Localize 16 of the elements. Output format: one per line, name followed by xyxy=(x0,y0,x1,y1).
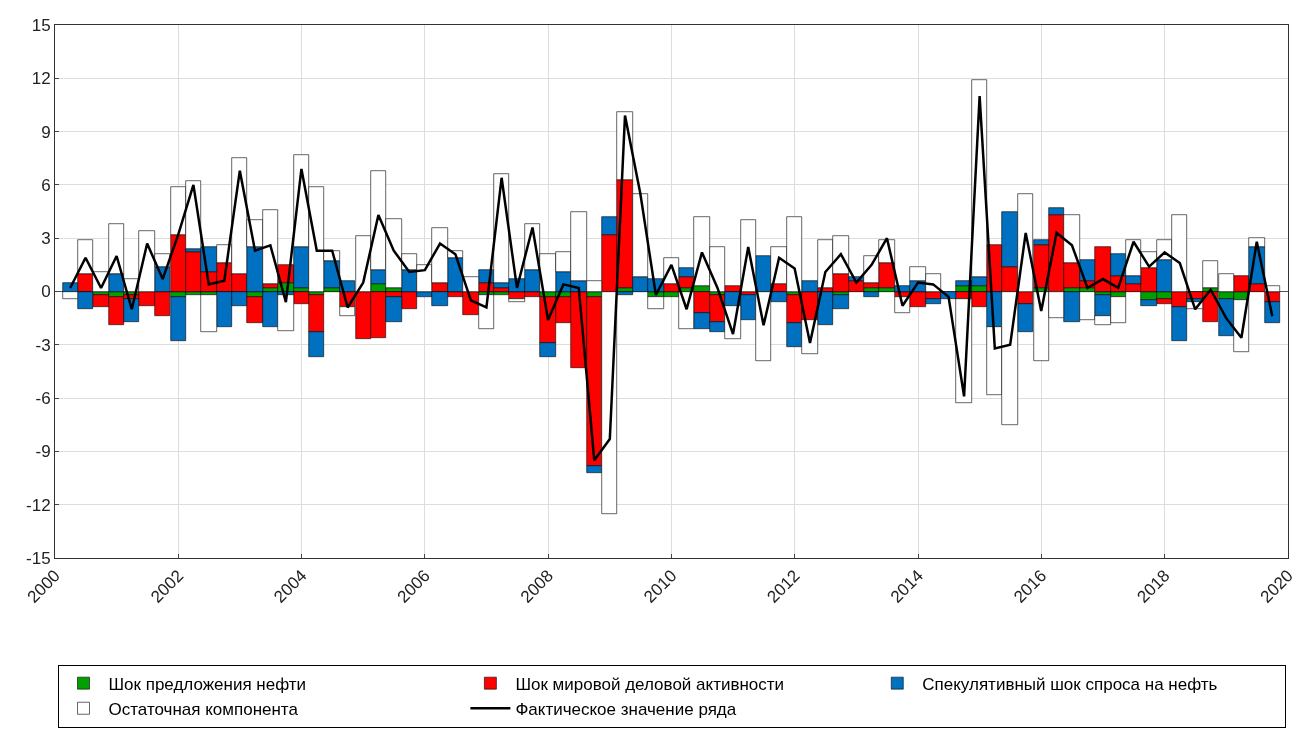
legend-label: Спекулятивный шок спроса на нефть xyxy=(922,674,1218,694)
y-tick-label: -15 xyxy=(26,548,51,568)
legend-label: Шок предложения нефти xyxy=(108,674,307,694)
legend-label: Остаточная компонента xyxy=(108,699,299,719)
y-tick-label: 9 xyxy=(41,122,51,142)
y-tick-label: 12 xyxy=(31,69,51,89)
legend-label: Шок мировой деловой активности xyxy=(515,674,785,694)
legend-label: Фактическое значение ряда xyxy=(515,699,737,719)
y-tick-label: 3 xyxy=(41,229,51,249)
y-tick-label: -3 xyxy=(35,335,51,355)
y-tick-label: -12 xyxy=(26,495,51,515)
y-tick-label: 15 xyxy=(31,15,51,35)
y-tick-label: 0 xyxy=(41,282,51,302)
y-tick-label: 6 xyxy=(41,175,51,195)
y-tick-label: -6 xyxy=(35,389,51,409)
y-tick-label: -9 xyxy=(35,442,51,462)
